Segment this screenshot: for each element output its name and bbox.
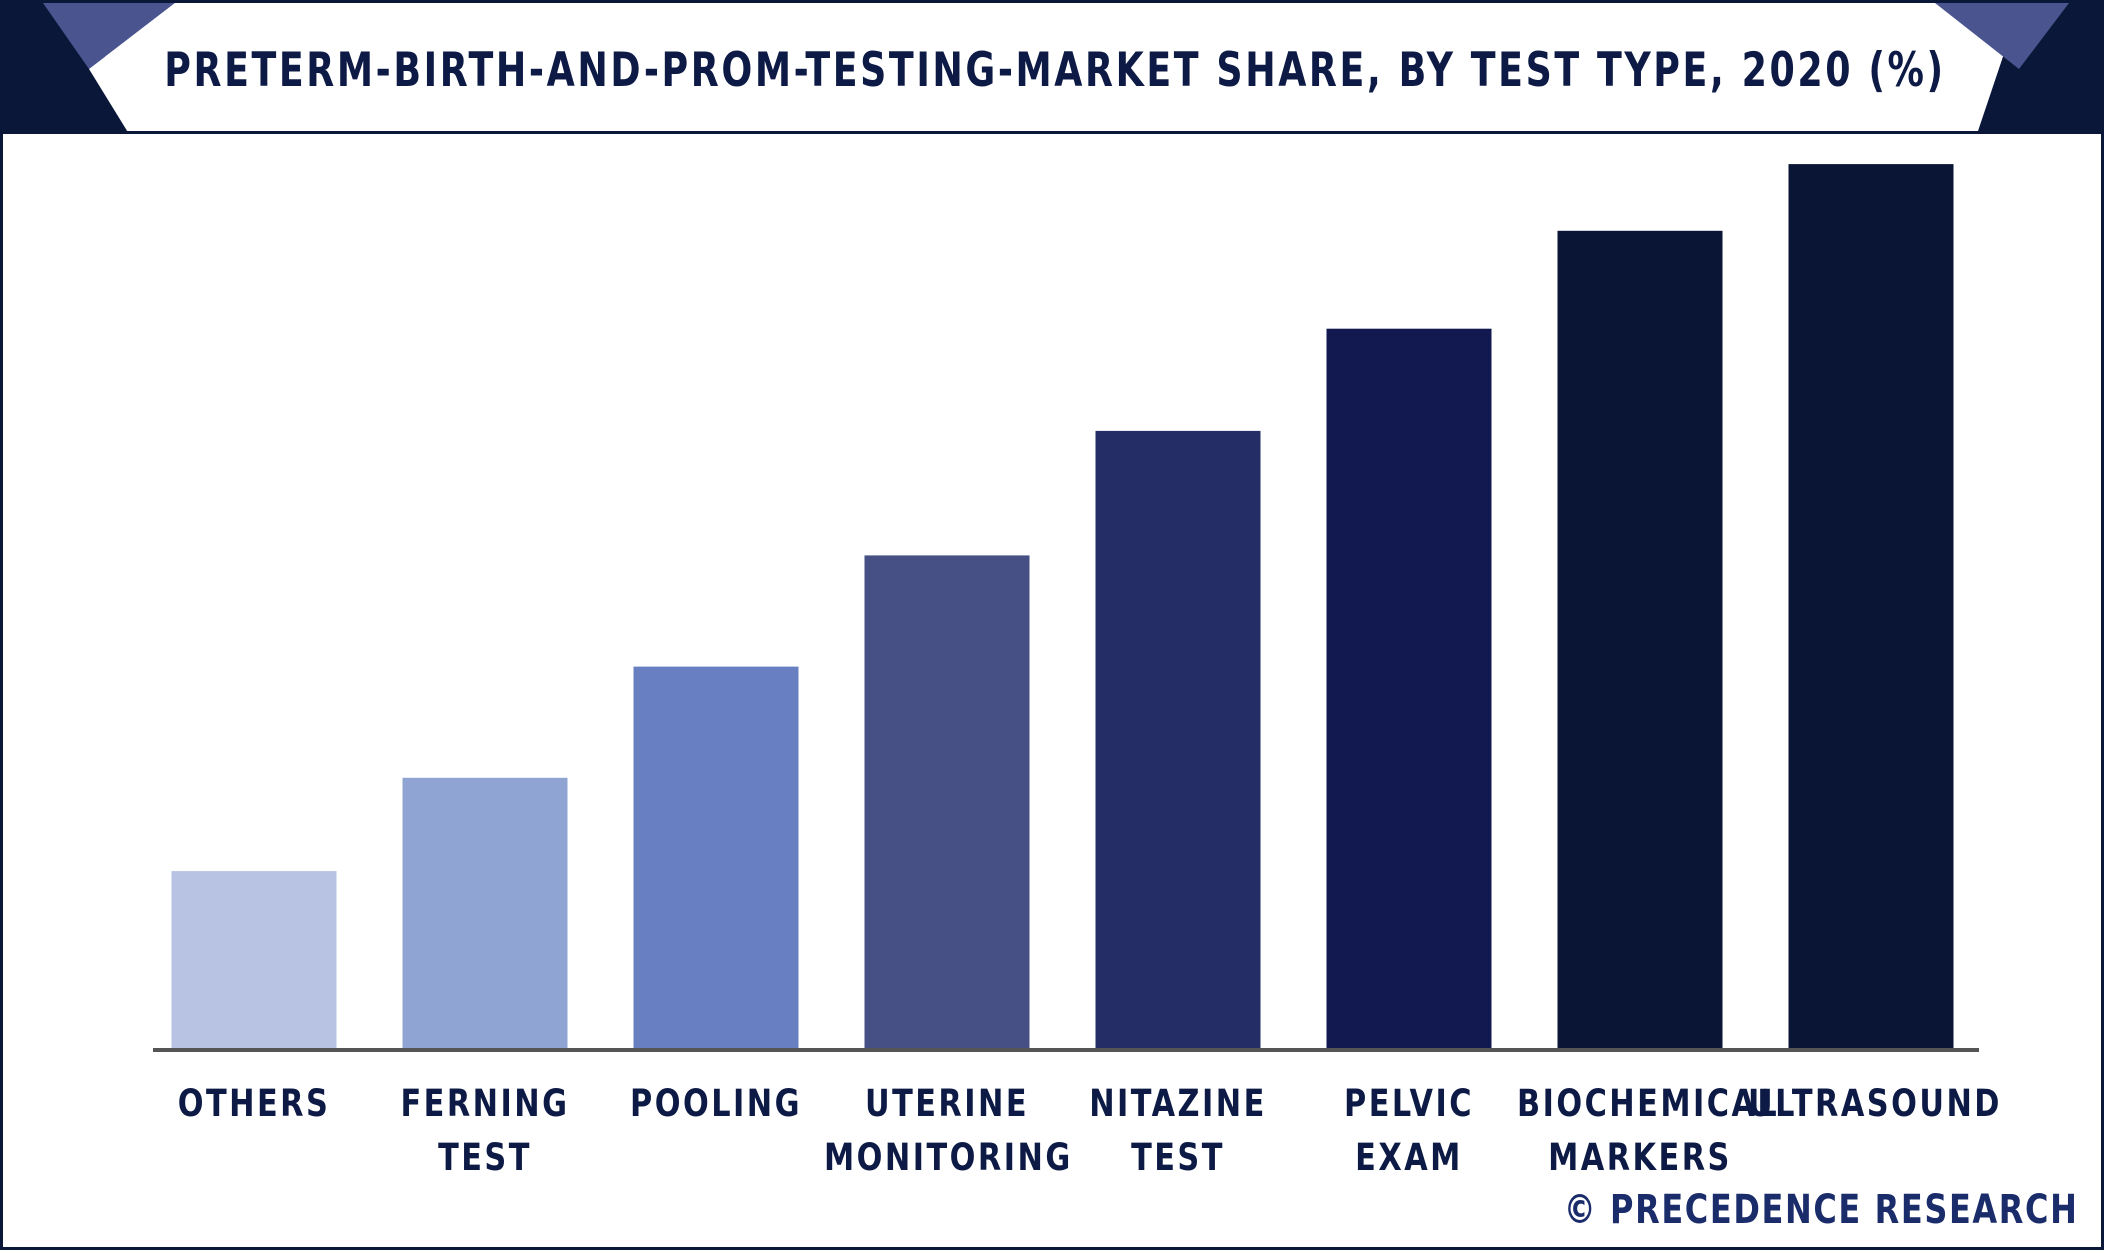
bar-pooling bbox=[633, 666, 799, 1049]
header-corner-right-dark bbox=[1977, 3, 2104, 134]
tick-label-pelvic-exam: PELVIC EXAM bbox=[1286, 1077, 1532, 1185]
bar-pelvic-exam bbox=[1326, 328, 1492, 1049]
bar-others bbox=[171, 871, 337, 1049]
header-band bbox=[3, 3, 2104, 134]
chart-title: PRETERM-BIRTH-AND-PROM-TESTING-MARKET SH… bbox=[164, 43, 1946, 98]
tick-label-nitazine-test: NITAZINE TEST bbox=[1055, 1077, 1301, 1185]
tick-label-line: MONITORING bbox=[824, 1136, 1073, 1179]
header-corner-left-accent bbox=[43, 3, 175, 69]
tick-label-line: EXAM bbox=[1355, 1136, 1463, 1179]
tick-label-line: TEST bbox=[438, 1136, 532, 1179]
tick-label-line: FERNING bbox=[400, 1082, 570, 1125]
tick-label-line: NITAZINE bbox=[1089, 1082, 1267, 1125]
bar-biochemical-markers bbox=[1557, 230, 1723, 1050]
tick-label-line: PELVIC bbox=[1344, 1082, 1474, 1125]
bar-uterine-monitoring bbox=[864, 555, 1030, 1049]
source-credit: © PRECEDENCE RESEARCH bbox=[1564, 1187, 2079, 1233]
bars-group bbox=[171, 164, 1954, 1050]
tick-label-line: OTHERS bbox=[177, 1082, 331, 1125]
tick-label-line: ULTRASOUND bbox=[1748, 1082, 2002, 1125]
tick-label-pooling: POOLING bbox=[593, 1077, 839, 1131]
tick-label-ultrasound: ULTRASOUND bbox=[1748, 1077, 2002, 1131]
bar-nitazine-test bbox=[1095, 430, 1261, 1049]
tick-label-line: UTERINE bbox=[864, 1082, 1030, 1125]
header-banner bbox=[89, 3, 2019, 134]
tick-label-line: BIOCHEMICAL bbox=[1517, 1082, 1780, 1125]
tick-label-line: TEST bbox=[1131, 1136, 1225, 1179]
tick-label-ferning-test: FERNING TEST bbox=[362, 1077, 608, 1185]
tick-label-biochemical-markers: BIOCHEMICAL MARKERS bbox=[1517, 1077, 1780, 1185]
tick-label-line: MARKERS bbox=[1548, 1136, 1732, 1179]
tick-label-uterine-monitoring: UTERINE MONITORING bbox=[824, 1077, 1070, 1185]
tick-label-line: POOLING bbox=[630, 1082, 802, 1125]
bar-ultrasound bbox=[1788, 164, 1954, 1050]
tick-label-others: OTHERS bbox=[131, 1077, 377, 1131]
bar-ferning-test bbox=[402, 777, 568, 1049]
header-corner-right-accent bbox=[1935, 3, 2069, 69]
chart-plot bbox=[153, 164, 1979, 1052]
